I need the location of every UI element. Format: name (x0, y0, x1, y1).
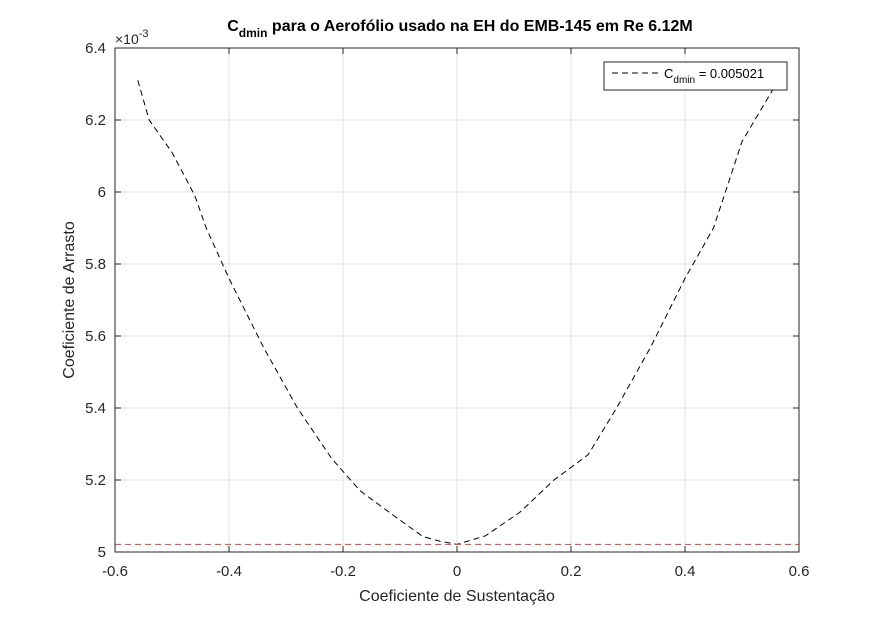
y-axis-exponent: ×10-3 (115, 28, 149, 47)
title-rest: para o Aerofólio usado na EH do EMB-145 … (267, 18, 692, 35)
chart-title: Cdmin para o Aerofólio usado na EH do EM… (227, 18, 693, 40)
x-tick-label: -0.2 (330, 563, 356, 580)
y-tick-label: 6.2 (85, 112, 106, 129)
y-tick-label: 5.8 (85, 256, 106, 273)
data-series (115, 80, 799, 545)
y-exponent-power: -3 (139, 28, 149, 40)
x-tick-label: -0.4 (216, 563, 242, 580)
title-subscript: dmin (239, 26, 268, 40)
x-tick-label: 0.4 (675, 563, 696, 580)
title-main: C (227, 18, 239, 35)
series-drag-curve (137, 80, 777, 545)
y-tick-label: 5.6 (85, 328, 106, 345)
y-tick-label: 5 (98, 544, 106, 561)
x-tick-label: -0.6 (102, 563, 128, 580)
x-tick-label: 0 (453, 563, 461, 580)
y-tick-label: 5.2 (85, 472, 106, 489)
legend: Cdmin = 0.005021 (603, 61, 788, 91)
x-tick-label: 0.6 (789, 563, 810, 580)
legend-box (603, 61, 788, 91)
x-axis-label: Coeficiente de Sustentação (359, 588, 555, 605)
tick-labels: -0.6 -0.4 -0.2 0 0.2 0.4 0.6 5 5.2 5.4 5.6 5.8 6 6.2 6… (85, 40, 809, 580)
x-tick-label: 0.2 (561, 563, 582, 580)
legend-label-rest: = 0.005021 (695, 66, 764, 81)
axis-ticks (114, 47, 800, 553)
y-tick-label: 5.4 (85, 400, 106, 417)
y-axis-label: Coeficiente de Arrasto (61, 221, 78, 379)
y-exponent-base: ×10 (115, 31, 139, 47)
y-tick-label: 6 (98, 184, 106, 201)
y-tick-label: 6.4 (85, 40, 106, 57)
legend-label: Cdmin = 0.005021 (664, 66, 764, 86)
legend-label-subscript: dmin (673, 75, 695, 86)
legend-label-main: C (664, 66, 673, 81)
